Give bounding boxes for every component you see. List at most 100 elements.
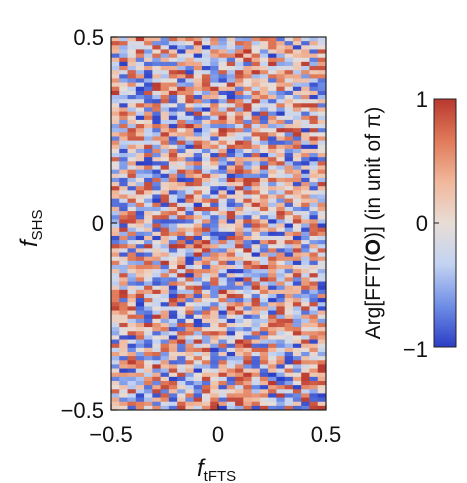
- heatmap-cell: [276, 190, 286, 195]
- heatmap-cell: [259, 153, 269, 158]
- heatmap-cell: [292, 45, 302, 50]
- heatmap-cell: [235, 293, 244, 299]
- heatmap-cell: [251, 103, 261, 108]
- heatmap-cell: [259, 53, 269, 59]
- heatmap-cell: [168, 148, 178, 154]
- heatmap-cell: [292, 368, 302, 374]
- heatmap-cell: [127, 53, 137, 59]
- heatmap-cell: [168, 318, 178, 324]
- heatmap-cell: [243, 385, 252, 390]
- heatmap-cell: [119, 293, 128, 299]
- heatmap-cell: [309, 186, 319, 191]
- heatmap-cell: [127, 339, 137, 345]
- heatmap-cell: [160, 78, 170, 83]
- heatmap-cell: [292, 107, 302, 112]
- heatmap-cell: [309, 252, 319, 258]
- heatmap-cell: [135, 169, 145, 175]
- heatmap-cell: [284, 356, 294, 361]
- heatmap-cell: [201, 57, 211, 63]
- heatmap-cell: [226, 327, 236, 332]
- heatmap-cell: [210, 115, 219, 121]
- heatmap-cell: [201, 202, 211, 208]
- heatmap-cell: [317, 136, 327, 142]
- heatmap-cell: [152, 190, 162, 195]
- heatmap-cell: [127, 148, 137, 154]
- heatmap-cell: [226, 45, 236, 50]
- heatmap-cell: [185, 194, 195, 200]
- heatmap-cell: [160, 364, 170, 369]
- heatmap-cell: [301, 86, 310, 92]
- heatmap-cell: [201, 331, 211, 336]
- heatmap-cell: [193, 157, 203, 162]
- heatmap-cell: [317, 70, 327, 75]
- heatmap-cell: [160, 103, 170, 108]
- heatmap-cell: [160, 211, 170, 216]
- heatmap-cell: [259, 385, 269, 390]
- heatmap-cell: [309, 198, 319, 204]
- heatmap-cell: [210, 165, 219, 171]
- heatmap-cell: [185, 111, 195, 117]
- heatmap-cell: [251, 256, 261, 262]
- heatmap-cell: [243, 161, 252, 166]
- heatmap-cell: [251, 376, 261, 382]
- heatmap-cell: [235, 144, 244, 150]
- heatmap-cell: [152, 66, 162, 71]
- heatmap-cell: [160, 252, 170, 258]
- heatmap-cell: [284, 306, 294, 311]
- heatmap-cell: [135, 202, 145, 208]
- heatmap-cell: [111, 364, 120, 369]
- heatmap-cell: [210, 78, 219, 83]
- heatmap-cell: [301, 327, 310, 332]
- heatmap-cell: [152, 115, 162, 121]
- heatmap-cell: [284, 231, 294, 237]
- heatmap-cell: [276, 161, 286, 166]
- heatmap-cell: [160, 389, 170, 394]
- heatmap-cell: [135, 182, 145, 187]
- heatmap-cell: [235, 285, 244, 291]
- heatmap-cell: [284, 347, 294, 353]
- heatmap-cell: [284, 70, 294, 75]
- heatmap-cell: [201, 248, 211, 253]
- heatmap-cell: [292, 331, 302, 336]
- heatmap-cell: [144, 103, 153, 108]
- heatmap-cell: [268, 318, 277, 324]
- heatmap-cell: [243, 165, 252, 171]
- heatmap-cell: [251, 289, 261, 295]
- heatmap-cell: [168, 190, 178, 195]
- heatmap-cell: [135, 318, 145, 324]
- heatmap-cell: [226, 66, 236, 71]
- heatmap-cell: [135, 389, 145, 394]
- heatmap-cell: [135, 74, 145, 79]
- heatmap-cell: [119, 360, 128, 365]
- heatmap-cell: [127, 169, 137, 175]
- heatmap-cell: [235, 306, 244, 311]
- heatmap-cell: [268, 186, 277, 191]
- heatmap-cell: [235, 99, 244, 104]
- heatmap-cell: [268, 356, 277, 361]
- heatmap-cell: [111, 339, 120, 345]
- heatmap-cell: [185, 256, 195, 262]
- heatmap-cell: [152, 86, 162, 92]
- heatmap-cell: [235, 351, 244, 357]
- heatmap-cell: [317, 198, 327, 204]
- heatmap-cell: [226, 380, 236, 386]
- heatmap-cell: [309, 227, 319, 233]
- heatmap-cell: [218, 132, 228, 137]
- heatmap-cell: [268, 107, 277, 112]
- heatmap-cell: [284, 119, 294, 125]
- heatmap-cell: [111, 269, 120, 274]
- heatmap-cell: [301, 103, 310, 108]
- heatmap-cell: [160, 194, 170, 200]
- heatmap-cell: [168, 186, 178, 191]
- heatmap-cell: [235, 182, 244, 187]
- heatmap-cell: [210, 215, 219, 220]
- heatmap-cell: [135, 161, 145, 166]
- heatmap-cell: [276, 260, 286, 266]
- heatmap-cell: [201, 165, 211, 171]
- heatmap-cell: [193, 256, 203, 262]
- y-tick-label-bottom: −0.5: [61, 398, 104, 423]
- heatmap-cell: [168, 165, 178, 171]
- heatmap-cell: [210, 405, 219, 411]
- heatmap-cell: [259, 289, 269, 295]
- heatmap-cell: [111, 182, 120, 187]
